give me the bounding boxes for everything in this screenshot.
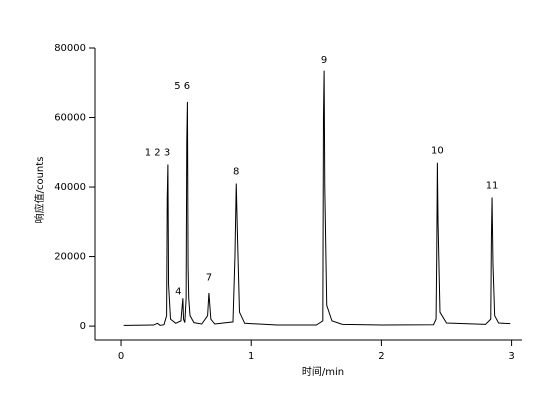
y-tick-label: 20000: [54, 252, 86, 263]
peak-label: 1 2 3: [145, 147, 170, 158]
peak-label: 11: [486, 180, 499, 191]
peak-label: 9: [321, 55, 327, 66]
y-tick-label: 0: [80, 321, 86, 332]
trace: [123, 70, 511, 326]
x-tick-label: 1: [248, 351, 254, 362]
peak-label: 10: [431, 146, 444, 157]
peak-label: 7: [206, 272, 212, 283]
y-tick-label: 80000: [54, 43, 86, 54]
peak-label: 4: [175, 286, 181, 297]
y-axis-label: 响应值/counts: [33, 157, 46, 224]
peak-label: 8: [233, 166, 239, 177]
x-tick-label: 0: [118, 351, 124, 362]
x-tick-label: 2: [378, 351, 384, 362]
x-axis-label: 时间/min: [302, 365, 344, 378]
y-tick-label: 40000: [54, 182, 86, 193]
x-tick-label: 3: [508, 351, 514, 362]
peak-label: 5 6: [174, 81, 190, 92]
y-tick-label: 60000: [54, 113, 86, 124]
